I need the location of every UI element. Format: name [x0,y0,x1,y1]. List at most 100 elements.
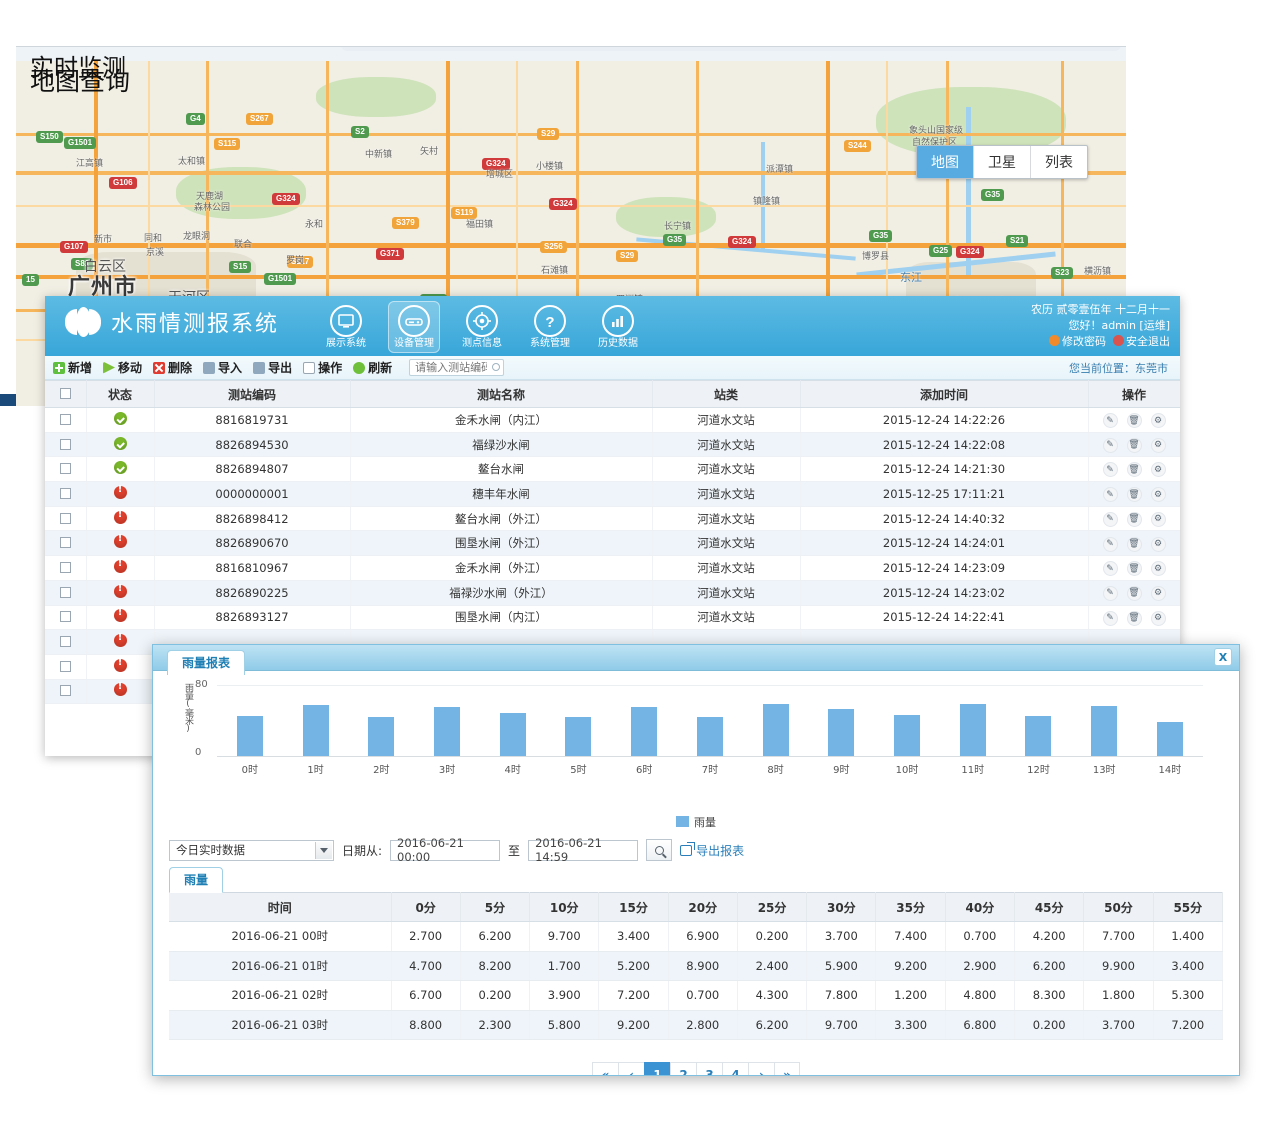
select-all-checkbox[interactable] [59,388,71,399]
nav-item-历史数据[interactable]: 历史数据 [592,301,644,353]
map-type-switch[interactable]: 地图 卫星 列表 [916,145,1088,179]
toolbar-移动-button[interactable]: 移动 [103,359,142,376]
row-checkbox-cell[interactable] [45,605,87,631]
row-checkbox-cell[interactable] [45,506,87,532]
filter-bar[interactable]: 今日实时数据 日期从: 2016-06-21 00:00 至 2016-06-2… [153,830,1239,864]
nav-item-系统管理[interactable]: ? 系统管理 [524,301,576,353]
row-checkbox[interactable] [59,413,71,425]
main-nav[interactable]: 展示系统 设备管理 测点信息? 系统管理 历史数据 [320,301,644,353]
row-checkbox[interactable] [59,512,71,524]
row-actions[interactable]: ✎ 🗑 ⚙ [1102,536,1166,552]
row-checkbox[interactable] [59,487,71,499]
edit-icon[interactable]: ✎ [1102,585,1118,601]
pagination-page-1[interactable]: 1 [644,1062,670,1075]
delete-icon[interactable]: 🗑 [1126,536,1142,552]
edit-icon[interactable]: ✎ [1102,511,1118,527]
edit-icon[interactable]: ✎ [1102,462,1118,478]
settings-icon[interactable]: ⚙ [1150,585,1166,601]
row-actions[interactable]: ✎ 🗑 ⚙ [1102,561,1166,577]
toolbar-操作-button[interactable]: 操作 [303,359,342,376]
toolbar[interactable]: 新增 移动 删除 导入 导出 操作 刷新 您当前位置：东莞市 [45,356,1180,380]
delete-icon[interactable]: 🗑 [1126,413,1142,429]
delete-icon[interactable]: 🗑 [1126,585,1142,601]
row-checkbox-cell[interactable] [45,654,87,680]
table-row[interactable]: 8826894807 鳌台水闸 河道水文站 2015-12-24 14:21:30 ✎ 🗑… [45,456,1180,483]
row-checkbox-cell[interactable] [45,407,87,433]
toolbar-buttons[interactable]: 新增 移动 删除 导入 导出 操作 刷新 [53,359,392,376]
tab-rain[interactable]: 雨量 [169,867,224,893]
row-checkbox[interactable] [59,463,71,475]
row-checkbox-cell[interactable] [45,481,87,507]
row-checkbox-cell[interactable] [45,530,87,557]
row-checkbox[interactable] [59,561,71,573]
rain-tab-row[interactable]: 雨量 [153,866,1239,893]
edit-icon[interactable]: ✎ [1102,437,1118,453]
table-row[interactable]: 8816819731 金禾水闸（内江） 河道水文站 2015-12-24 14:22:… [45,407,1180,433]
row-checkbox[interactable] [59,636,71,648]
row-checkbox-cell[interactable] [45,432,87,458]
pagination[interactable]: «‹ 1 2 3 4 ›» [153,1062,1239,1075]
nav-item-展示系统[interactable]: 展示系统 [320,301,372,353]
row-checkbox[interactable] [59,586,71,598]
actions-cell[interactable]: ✎ 🗑 ⚙ [1088,432,1180,458]
logout-link[interactable]: 安全退出 [1126,335,1170,348]
actions-cell[interactable]: ✎ 🗑 ⚙ [1088,605,1180,631]
row-checkbox[interactable] [59,660,71,672]
delete-icon[interactable]: 🗑 [1126,610,1142,626]
export-report-link[interactable]: 导出报表 [680,841,744,859]
toolbar-新增-button[interactable]: 新增 [53,359,92,376]
delete-icon[interactable]: 🗑 [1126,462,1142,478]
pagination-next[interactable]: › [748,1062,774,1075]
row-checkbox-cell[interactable] [45,456,87,483]
search-button[interactable] [646,839,673,861]
map-type-卫星[interactable]: 卫星 [974,146,1031,178]
actions-cell[interactable]: ✎ 🗑 ⚙ [1088,481,1180,507]
settings-icon[interactable]: ⚙ [1150,561,1166,577]
station-search-wrap[interactable] [403,359,505,376]
settings-icon[interactable]: ⚙ [1150,487,1166,503]
edit-icon[interactable]: ✎ [1102,487,1118,503]
row-checkbox[interactable] [59,611,71,623]
row-actions[interactable]: ✎ 🗑 ⚙ [1102,487,1166,503]
row-actions[interactable]: ✎ 🗑 ⚙ [1102,610,1166,626]
row-actions[interactable]: ✎ 🗑 ⚙ [1102,413,1166,429]
actions-cell[interactable]: ✎ 🗑 ⚙ [1088,580,1180,606]
change-password-link[interactable]: 修改密码 [1062,335,1106,348]
row-actions[interactable]: ✎ 🗑 ⚙ [1102,585,1166,601]
row-checkbox[interactable] [59,537,71,549]
row-actions[interactable]: ✎ 🗑 ⚙ [1102,511,1166,527]
tab-rain-report[interactable]: 雨量报表 [167,650,246,675]
delete-icon[interactable]: 🗑 [1126,487,1142,503]
actions-cell[interactable]: ✎ 🗑 ⚙ [1088,555,1180,581]
settings-icon[interactable]: ⚙ [1150,610,1166,626]
pagination-first[interactable]: « [592,1062,618,1075]
row-checkbox[interactable] [59,685,71,697]
actions-cell[interactable]: ✎ 🗑 ⚙ [1088,506,1180,532]
delete-icon[interactable]: 🗑 [1126,437,1142,453]
user-actions[interactable]: 修改密码 安全退出 [1031,334,1170,350]
row-actions[interactable]: ✎ 🗑 ⚙ [1102,462,1166,478]
toolbar-导出-button[interactable]: 导出 [253,359,292,376]
edit-icon[interactable]: ✎ [1102,610,1118,626]
toolbar-刷新-button[interactable]: 刷新 [353,359,392,376]
row-checkbox-cell[interactable] [45,629,87,655]
settings-icon[interactable]: ⚙ [1150,462,1166,478]
pagination-last[interactable]: » [774,1062,800,1075]
map-type-地图[interactable]: 地图 [917,146,974,178]
row-checkbox-cell[interactable] [45,679,87,705]
settings-icon[interactable]: ⚙ [1150,437,1166,453]
settings-icon[interactable]: ⚙ [1150,511,1166,527]
row-checkbox-cell[interactable] [45,580,87,606]
toolbar-删除-button[interactable]: 删除 [153,359,192,376]
settings-icon[interactable]: ⚙ [1150,536,1166,552]
close-icon[interactable]: X [1214,648,1232,666]
delete-icon[interactable]: 🗑 [1126,561,1142,577]
pagination-page-2[interactable]: 2 [670,1062,696,1075]
delete-icon[interactable]: 🗑 [1126,511,1142,527]
